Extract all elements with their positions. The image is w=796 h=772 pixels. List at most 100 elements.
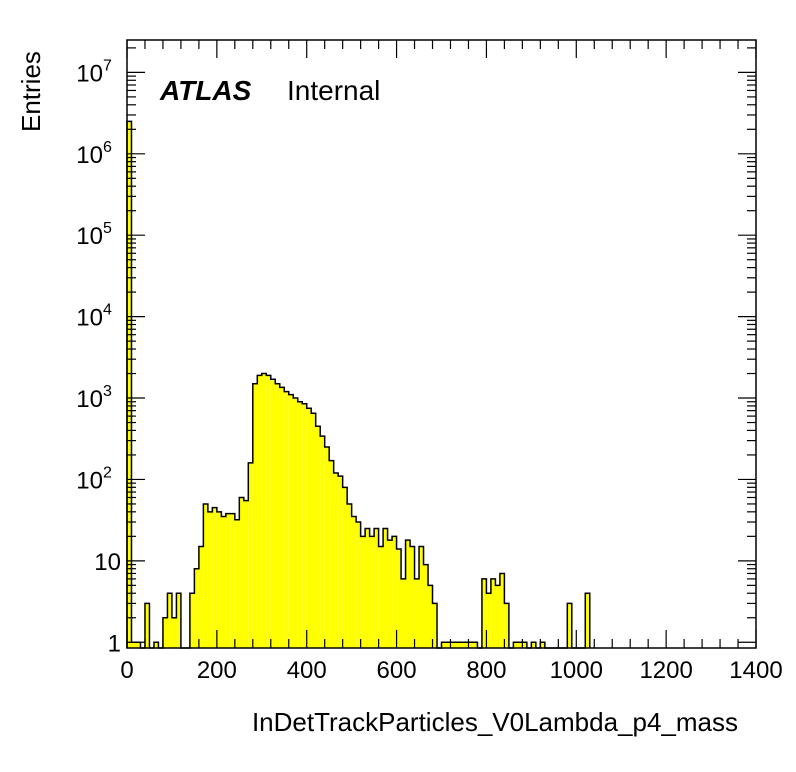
- histogram-bar: [369, 536, 375, 648]
- histogram-bar: [432, 603, 438, 648]
- histogram-bar: [486, 593, 491, 648]
- histogram-bar: [490, 578, 496, 648]
- x-tick-label: 0: [120, 657, 133, 684]
- y-tick-exponent: 4: [103, 302, 112, 319]
- histogram-bar: [225, 513, 231, 648]
- histogram-bar: [266, 375, 271, 648]
- histogram-bar: [315, 426, 321, 648]
- histogram-bar: [302, 403, 307, 648]
- histogram-outline: [126, 120, 591, 649]
- histogram-bar: [401, 578, 406, 648]
- y-tick-exponent: 7: [103, 57, 112, 74]
- histogram-bar: [306, 408, 312, 648]
- histogram-bar: [171, 617, 177, 648]
- histogram-bar: [347, 503, 352, 648]
- histogram-bar: [468, 642, 473, 648]
- histogram-bar: [540, 642, 545, 648]
- histogram-bar: [198, 546, 204, 648]
- histogram-bar: [144, 603, 150, 648]
- histogram-bar: [329, 460, 334, 648]
- histogram-bar: [472, 642, 478, 648]
- y-tick-exponent: 3: [103, 383, 112, 400]
- y-tick-label: 10: [76, 467, 103, 494]
- x-axis-title: InDetTrackParticles_V0Lambda_p4_mass: [252, 707, 738, 737]
- histogram-bar: [360, 536, 366, 648]
- histogram-bar: [463, 642, 469, 648]
- histogram-bar: [230, 513, 235, 648]
- histogram-bar: [423, 564, 429, 648]
- histogram-bar: [288, 394, 294, 648]
- histogram-bar: [284, 391, 289, 648]
- histogram-bar: [261, 373, 267, 648]
- histogram-bar: [454, 642, 460, 648]
- histogram-bar: [275, 383, 280, 648]
- histogram-bar: [410, 546, 415, 648]
- histogram-bar: [356, 522, 361, 648]
- x-tick-labels: 0 200 400 600 800 1000 1200 1400: [120, 657, 782, 684]
- histogram-bar: [234, 519, 240, 648]
- histogram-bar: [248, 462, 253, 648]
- histogram-bar: [212, 507, 217, 648]
- x-tick-label: 200: [197, 657, 237, 684]
- y-tick-label: 10: [76, 60, 103, 87]
- histogram-bar: [522, 642, 527, 648]
- x-tick-label: 1400: [729, 657, 782, 684]
- histogram-bar: [414, 578, 420, 648]
- x-tick-label: 1000: [550, 657, 603, 684]
- y-axis-title: Entries: [16, 51, 46, 132]
- histogram-bar: [365, 528, 370, 648]
- histogram-bar: [392, 536, 397, 648]
- histogram-bar: [257, 375, 262, 648]
- y-tick-exponent: 6: [103, 139, 112, 156]
- histogram-bar: [135, 642, 141, 648]
- histogram-bar: [513, 642, 518, 648]
- histogram-bar: [293, 398, 298, 648]
- histogram-bar: [162, 617, 168, 648]
- histogram-bar: [567, 603, 572, 648]
- histogram-bar: [387, 540, 393, 648]
- histogram-bar: [221, 516, 226, 648]
- histogram-bar: [450, 642, 455, 648]
- histogram-bar: [203, 503, 208, 648]
- histogram-bar: [207, 511, 213, 648]
- plot-frame: [126, 39, 757, 649]
- histogram-bar: [243, 500, 249, 648]
- histogram-bar: [176, 593, 181, 648]
- histogram-bar: [252, 383, 258, 648]
- histogram-bar: [189, 593, 195, 648]
- y-tick-exponent: 2: [103, 464, 112, 481]
- histogram-bar: [342, 487, 348, 648]
- histogram-bar: [270, 379, 276, 648]
- histogram-bar: [419, 546, 424, 648]
- x-tick-label: 800: [466, 657, 506, 684]
- histogram-bar: [194, 568, 199, 648]
- histogram-bar: [279, 387, 285, 648]
- histogram-bar: [311, 413, 316, 648]
- histogram-bars: [127, 121, 590, 649]
- y-tick-label: 10: [76, 223, 103, 250]
- y-tick-label: 1: [108, 630, 121, 657]
- histogram-bar: [333, 472, 339, 648]
- histogram-bar: [445, 642, 451, 648]
- axis-ticks: [126, 40, 757, 648]
- internal-label: Internal: [287, 75, 380, 106]
- histogram-bar: [351, 516, 357, 648]
- histogram-bar: [374, 528, 379, 648]
- histogram-bar: [499, 573, 505, 648]
- histogram-bar: [127, 121, 132, 649]
- histogram-bar: [459, 642, 464, 648]
- histogram-bar: [585, 593, 590, 648]
- histogram-bar: [131, 642, 136, 648]
- histogram-bar: [441, 642, 446, 648]
- histogram-bar: [338, 476, 343, 648]
- y-tick-label: 10: [76, 386, 103, 413]
- histogram-bar: [239, 497, 244, 648]
- histogram-bar: [378, 546, 384, 648]
- histogram-bar: [396, 548, 402, 648]
- histogram-bar: [320, 436, 325, 648]
- x-tick-label: 400: [287, 657, 327, 684]
- histogram-bar: [517, 642, 523, 648]
- histogram-bar: [428, 585, 433, 648]
